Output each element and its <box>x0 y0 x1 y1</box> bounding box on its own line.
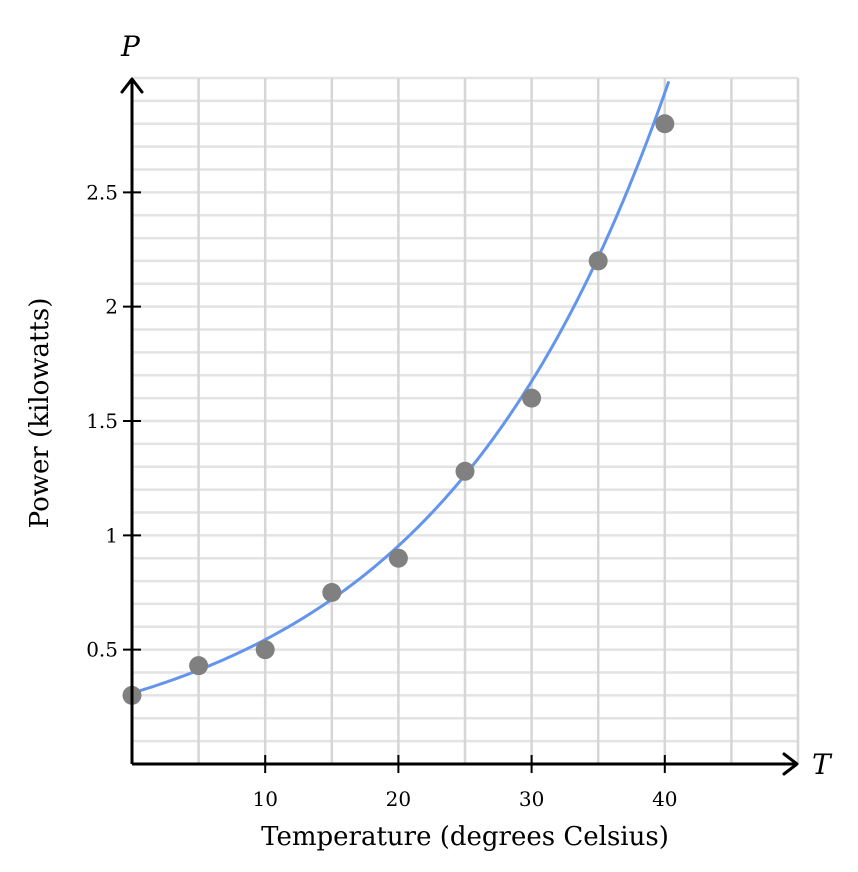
y-axis-title: Power (kilowatts) <box>25 298 55 529</box>
grid <box>132 76 800 764</box>
x-tick-label: 30 <box>519 787 544 811</box>
data-points <box>122 114 675 705</box>
fit-curve <box>131 80 671 695</box>
y-tick-label: 2 <box>105 295 118 319</box>
data-point <box>455 461 475 481</box>
y-tick-label: 1.5 <box>86 409 118 433</box>
y-tick-label: 0.5 <box>86 638 118 662</box>
data-point <box>322 583 342 602</box>
data-point <box>255 640 275 660</box>
data-point <box>655 114 675 134</box>
data-point <box>588 251 608 271</box>
axes <box>120 77 799 776</box>
ticks: 10 20 30 40 0.5 1 1.5 2 2.5 <box>86 180 677 811</box>
x-tick-label: 10 <box>252 787 277 811</box>
x-tick-label: 40 <box>652 787 677 811</box>
x-axis-title: Temperature (degrees Celsius) <box>261 822 669 852</box>
y-axis-arrow <box>120 77 144 94</box>
y-axis-variable: P <box>120 30 141 63</box>
data-point <box>522 388 542 408</box>
data-point <box>388 548 408 568</box>
data-point <box>189 656 209 676</box>
x-axis-variable: T <box>812 748 833 781</box>
y-tick-label: 1 <box>105 523 118 547</box>
x-tick-label: 20 <box>386 787 411 811</box>
y-tick-label: 2.5 <box>86 180 118 204</box>
x-axis-arrow <box>782 752 799 776</box>
